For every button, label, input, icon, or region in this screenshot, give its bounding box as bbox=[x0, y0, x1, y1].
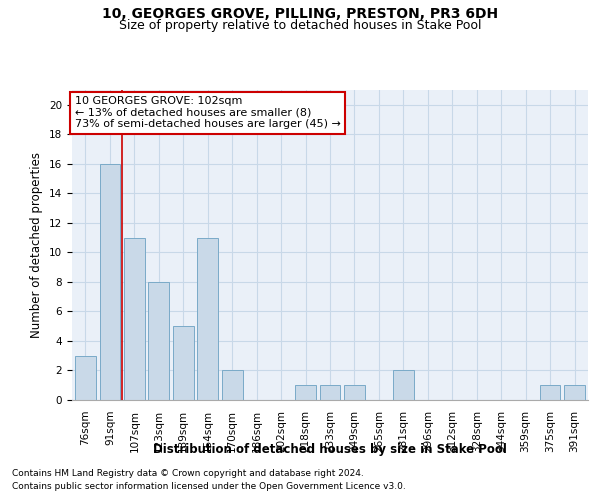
Bar bbox=[173, 326, 194, 400]
Bar bbox=[197, 238, 218, 400]
Text: Size of property relative to detached houses in Stake Pool: Size of property relative to detached ho… bbox=[119, 19, 481, 32]
Bar bbox=[393, 370, 414, 400]
Text: Contains public sector information licensed under the Open Government Licence v3: Contains public sector information licen… bbox=[12, 482, 406, 491]
Text: Distribution of detached houses by size in Stake Pool: Distribution of detached houses by size … bbox=[153, 442, 507, 456]
Bar bbox=[295, 385, 316, 400]
Bar bbox=[148, 282, 169, 400]
Bar bbox=[320, 385, 340, 400]
Bar bbox=[222, 370, 242, 400]
Bar bbox=[344, 385, 365, 400]
Bar bbox=[564, 385, 585, 400]
Bar bbox=[75, 356, 96, 400]
Text: 10 GEORGES GROVE: 102sqm
← 13% of detached houses are smaller (8)
73% of semi-de: 10 GEORGES GROVE: 102sqm ← 13% of detach… bbox=[74, 96, 340, 130]
Text: 10, GEORGES GROVE, PILLING, PRESTON, PR3 6DH: 10, GEORGES GROVE, PILLING, PRESTON, PR3… bbox=[102, 8, 498, 22]
Bar bbox=[100, 164, 120, 400]
Text: Contains HM Land Registry data © Crown copyright and database right 2024.: Contains HM Land Registry data © Crown c… bbox=[12, 468, 364, 477]
Y-axis label: Number of detached properties: Number of detached properties bbox=[31, 152, 43, 338]
Bar bbox=[540, 385, 560, 400]
Bar bbox=[124, 238, 145, 400]
